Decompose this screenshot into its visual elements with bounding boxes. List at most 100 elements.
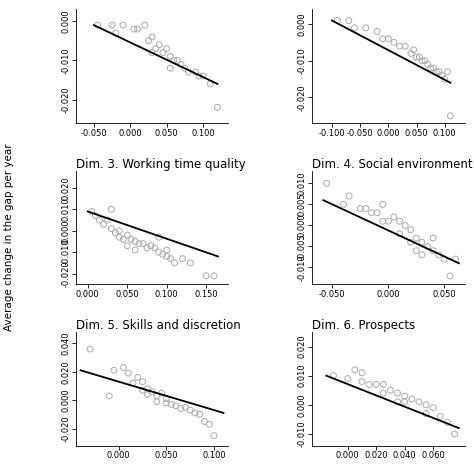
Point (210, 272, 218, 280)
Point (365, 381, 373, 388)
Point (177, 405, 184, 412)
Point (109, 21, 116, 29)
Point (144, 391, 151, 398)
Point (181, 64, 189, 72)
Point (112, 29, 119, 37)
Point (173, 56, 181, 64)
Point (451, 430, 458, 438)
Point (123, 231, 131, 239)
Point (177, 61, 185, 68)
Point (179, 255, 186, 263)
Point (407, 238, 415, 246)
Point (416, 53, 423, 61)
Point (108, 225, 115, 232)
Point (131, 246, 139, 254)
Point (166, 64, 174, 72)
Point (182, 403, 189, 411)
Point (163, 399, 170, 407)
Point (413, 53, 420, 61)
Point (415, 398, 423, 406)
Point (334, 17, 341, 24)
Point (195, 72, 203, 80)
Point (384, 35, 392, 43)
Point (139, 378, 146, 385)
Point (148, 388, 156, 395)
Point (323, 180, 330, 187)
Point (155, 233, 163, 241)
Point (116, 227, 123, 235)
Point (141, 21, 148, 29)
Point (148, 49, 156, 56)
Point (205, 420, 213, 428)
Point (340, 201, 347, 208)
Point (444, 419, 451, 426)
Point (153, 392, 161, 400)
Point (155, 41, 163, 48)
Point (351, 366, 359, 374)
Point (186, 406, 194, 414)
Point (125, 369, 132, 377)
Point (163, 395, 170, 402)
Point (119, 364, 127, 371)
Point (100, 220, 107, 228)
Point (435, 68, 443, 75)
Point (167, 255, 174, 263)
Point (362, 24, 370, 32)
Point (131, 237, 139, 245)
Point (192, 68, 200, 76)
Point (408, 395, 416, 403)
Point (139, 240, 147, 247)
Point (148, 33, 156, 41)
Point (421, 57, 429, 64)
Point (424, 61, 432, 68)
Point (86, 345, 94, 353)
Point (344, 375, 352, 383)
Point (407, 226, 415, 233)
Point (437, 413, 444, 420)
Point (152, 45, 159, 53)
Point (407, 50, 415, 57)
Point (163, 45, 170, 53)
Text: Average change in the gap per year: Average change in the gap per year (4, 143, 15, 331)
Point (104, 216, 111, 224)
Point (380, 381, 387, 388)
Point (214, 104, 221, 111)
Point (419, 57, 426, 64)
Point (153, 398, 161, 405)
Point (401, 392, 409, 400)
Point (330, 372, 337, 380)
Point (144, 385, 151, 392)
Point (163, 246, 171, 254)
Point (396, 218, 403, 225)
Point (374, 209, 381, 217)
Point (435, 251, 443, 259)
Point (105, 392, 113, 400)
Text: Dim. 6. Prospects: Dim. 6. Prospects (312, 319, 415, 332)
Point (135, 240, 143, 247)
Point (440, 255, 448, 263)
Point (410, 46, 418, 54)
Point (373, 27, 381, 35)
Point (351, 24, 358, 32)
Text: Dim. 4. Social environment: Dim. 4. Social environment (312, 158, 473, 171)
Point (145, 37, 152, 45)
Point (94, 21, 101, 29)
Point (206, 80, 214, 88)
Point (358, 369, 366, 376)
Point (427, 64, 435, 72)
Point (139, 386, 146, 394)
Point (446, 272, 454, 280)
Point (167, 401, 175, 408)
Point (123, 242, 131, 249)
Point (134, 25, 141, 33)
Point (356, 205, 364, 212)
Point (159, 251, 166, 258)
Point (373, 381, 380, 388)
Point (396, 230, 403, 237)
Point (429, 234, 437, 242)
Point (380, 389, 387, 397)
Point (110, 366, 118, 374)
Point (158, 389, 165, 397)
Point (401, 42, 409, 50)
Point (210, 432, 218, 439)
